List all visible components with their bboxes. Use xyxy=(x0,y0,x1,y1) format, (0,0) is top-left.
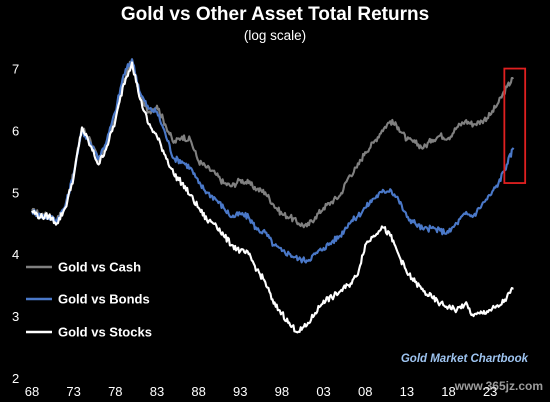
legend-gold-vs-bonds-label: Gold vs Bonds xyxy=(58,292,150,307)
x-tick-label: 18 xyxy=(441,384,455,399)
y-tick-label: 7 xyxy=(12,62,19,77)
y-axis-ticks: 7 6 5 4 3 2 xyxy=(12,62,19,386)
x-tick-label: 08 xyxy=(358,384,372,399)
watermark-text: www.365jz.com xyxy=(454,379,543,393)
y-tick-label: 3 xyxy=(12,309,19,324)
highlight-box xyxy=(503,67,527,184)
x-tick-label: 68 xyxy=(25,384,39,399)
series-layer xyxy=(31,58,515,334)
y-tick-label: 6 xyxy=(12,123,19,138)
x-tick-label: 13 xyxy=(400,384,414,399)
y-tick-label: 5 xyxy=(12,185,19,200)
x-tick-label: 93 xyxy=(233,384,247,399)
x-tick-label: 23 xyxy=(483,384,497,399)
legend: Gold vs Cash Gold vs Bonds Gold vs Stocks xyxy=(26,260,152,340)
chart-title: Gold vs Other Asset Total Returns xyxy=(121,4,429,25)
legend-gold-vs-stocks-label: Gold vs Stocks xyxy=(58,325,152,340)
y-tick-label: 2 xyxy=(12,371,19,386)
series-line-gold-vs-stocks xyxy=(31,61,514,334)
x-tick-label: 73 xyxy=(66,384,80,399)
legend-gold-vs-cash-label: Gold vs Cash xyxy=(58,260,141,275)
x-tick-label: 78 xyxy=(108,384,122,399)
x-tick-label: 88 xyxy=(191,384,205,399)
x-tick-label: 03 xyxy=(316,384,330,399)
y-tick-label: 4 xyxy=(12,247,19,262)
series-line-gold-vs-bonds xyxy=(31,58,515,264)
chart-subtitle: (log scale) xyxy=(244,28,306,43)
x-tick-label: 83 xyxy=(150,384,164,399)
source-annotation: Gold Market Chartbook xyxy=(401,353,529,365)
x-tick-label: 98 xyxy=(275,384,289,399)
x-axis-ticks: 68 73 78 83 88 93 98 03 08 13 18 23 xyxy=(25,384,498,399)
